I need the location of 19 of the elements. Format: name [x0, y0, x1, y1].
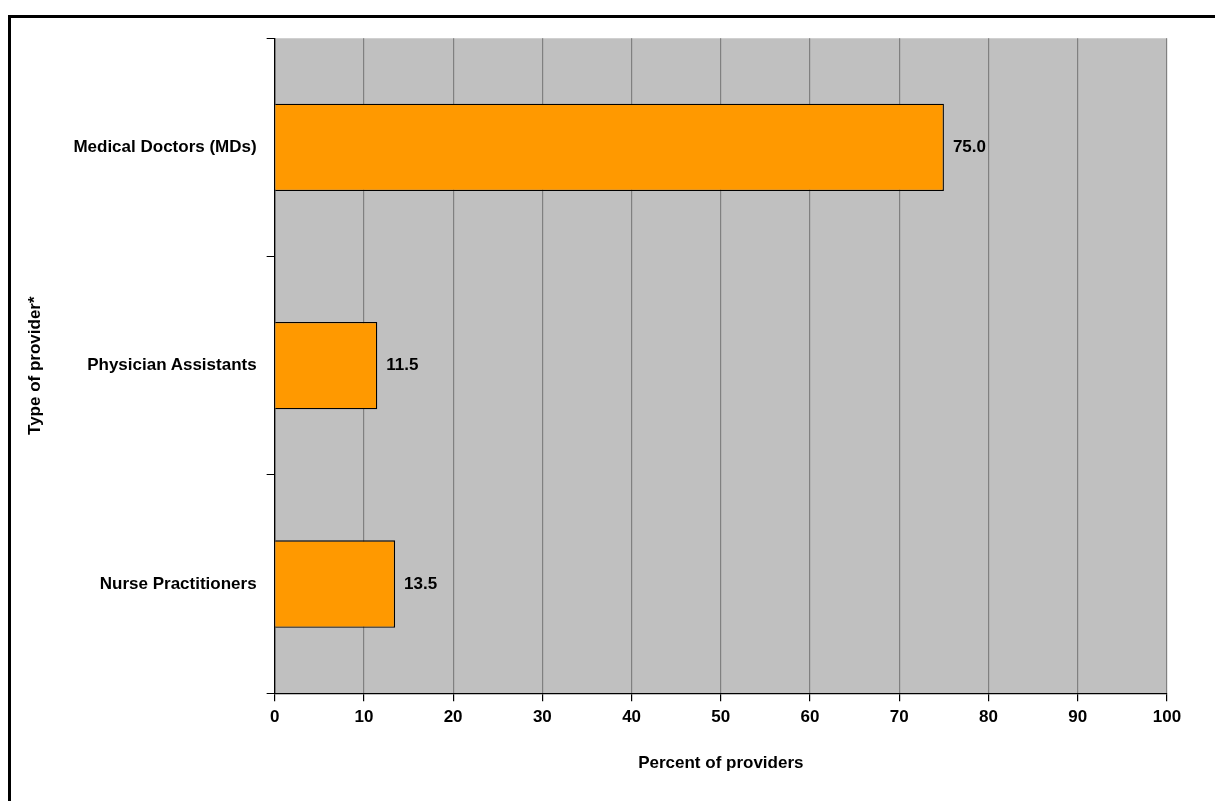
x-tick-label: 20 — [443, 707, 463, 727]
x-tick-label: 90 — [1068, 707, 1088, 727]
x-tick-label: 80 — [979, 707, 998, 727]
data-label: 13.5 — [404, 573, 438, 593]
x-tick-label: 100 — [1152, 707, 1182, 727]
x-tick-label: 40 — [622, 707, 642, 727]
data-label: 75.0 — [952, 137, 987, 157]
x-tick-label: 60 — [800, 707, 820, 727]
x-tick-label: 30 — [532, 707, 552, 727]
x-tick-label: 10 — [354, 707, 374, 727]
y-tick-label: Nurse Practitioners — [99, 573, 257, 593]
y-tick-label: Physician Assistants — [87, 355, 257, 375]
y-tick-label: Medical Doctors (MDs) — [73, 137, 257, 157]
y-axis-title: Type of provider* — [24, 296, 44, 435]
x-tick-label: 0 — [269, 707, 280, 727]
x-axis-title: Percent of providers — [638, 753, 804, 773]
x-tick-label: 70 — [889, 707, 909, 727]
data-label: 11.5 — [386, 355, 419, 375]
x-tick-label: 50 — [711, 707, 731, 727]
